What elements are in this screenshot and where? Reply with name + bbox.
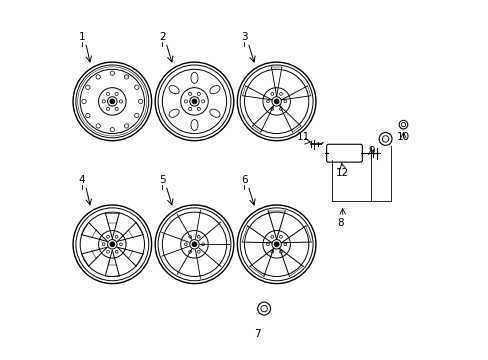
Text: 11: 11 <box>296 132 309 142</box>
Text: 7: 7 <box>253 329 260 339</box>
Text: 10: 10 <box>396 132 409 142</box>
Circle shape <box>192 99 197 104</box>
Text: 3: 3 <box>241 32 247 42</box>
Circle shape <box>110 99 115 104</box>
Text: 4: 4 <box>79 175 85 185</box>
Circle shape <box>110 242 115 247</box>
Text: 9: 9 <box>367 147 374 157</box>
Text: 6: 6 <box>241 175 247 185</box>
Circle shape <box>192 242 197 247</box>
Circle shape <box>274 99 279 104</box>
Text: 1: 1 <box>79 32 85 42</box>
Text: 12: 12 <box>335 168 348 178</box>
Circle shape <box>274 242 279 247</box>
Text: 8: 8 <box>337 218 344 228</box>
Text: 2: 2 <box>159 32 165 42</box>
Text: 5: 5 <box>159 175 165 185</box>
